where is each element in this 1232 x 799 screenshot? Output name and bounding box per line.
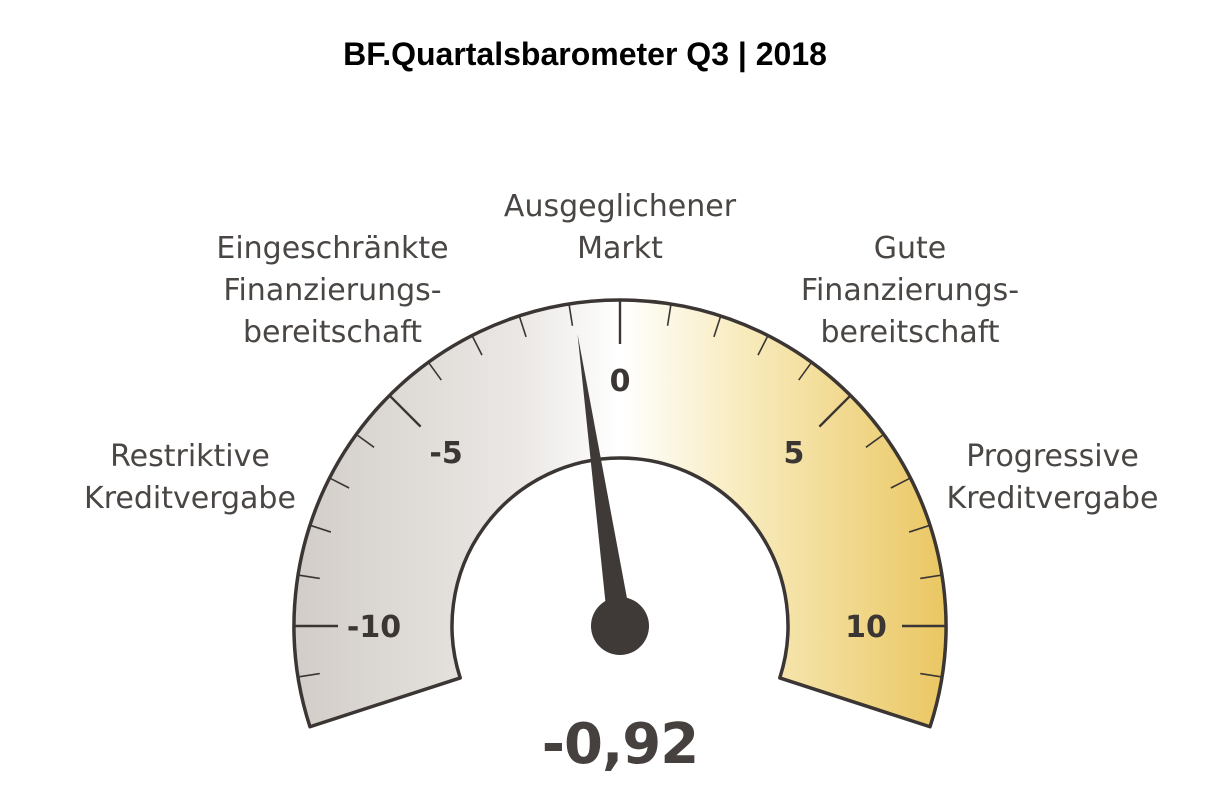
minor-tick: [298, 574, 320, 580]
needle-hub: [591, 597, 649, 655]
minor-tick: [428, 362, 442, 381]
minor-tick: [920, 574, 942, 580]
minor-tick: [920, 672, 942, 678]
chart-title: BF.Quartalsbarometer Q3 | 2018: [343, 36, 827, 72]
tick-label: 5: [784, 436, 805, 471]
minor-tick: [310, 719, 332, 728]
zone-label-ausgeglichener: Ausgeglichener Markt: [503, 189, 737, 266]
zone-label-gute: Gute Finanzierungs- bereitschaft: [800, 231, 1020, 350]
minor-tick: [356, 434, 375, 448]
zone-label-eingeschraenkte: Eingeschränkte Finanzierungs- bereitscha…: [216, 231, 449, 350]
major-tick: [389, 395, 422, 428]
minor-tick: [568, 304, 574, 326]
minor-tick: [666, 304, 672, 326]
tick-label: 0: [610, 364, 631, 399]
minor-tick: [310, 524, 332, 533]
zone-label-restriktive: Restriktive Kreditvergabe: [84, 439, 296, 516]
minor-tick: [908, 719, 930, 728]
major-tick: [818, 395, 851, 428]
minor-tick: [713, 316, 722, 338]
minor-tick: [518, 316, 527, 338]
minor-tick: [471, 336, 483, 356]
minor-tick: [298, 672, 320, 678]
gauge-needle: [577, 334, 632, 628]
minor-tick: [798, 362, 812, 381]
minor-tick: [890, 477, 910, 489]
minor-tick: [865, 434, 884, 448]
zone-label-progressive: Progressive Kreditvergabe: [946, 439, 1159, 516]
gauge-value: -0,92: [541, 712, 699, 777]
tick-label: 10: [845, 610, 887, 645]
tick-label: -5: [429, 436, 462, 471]
minor-tick: [330, 477, 350, 489]
minor-tick: [757, 336, 769, 356]
gauge-band: [292, 298, 948, 729]
tick-label: -10: [347, 610, 401, 645]
minor-tick: [908, 524, 930, 533]
